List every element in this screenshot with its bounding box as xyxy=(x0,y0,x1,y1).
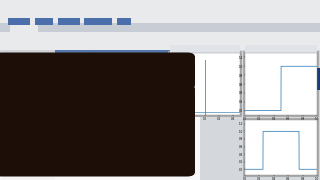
Bar xyxy=(8,18,30,25)
Bar xyxy=(130,60,131,170)
Bar xyxy=(315,68,320,90)
Bar xyxy=(0,32,320,50)
Bar xyxy=(0,0,320,25)
Bar xyxy=(243,118,319,177)
Text: Generating basic signals in MATLAB: Generating basic signals in MATLAB xyxy=(0,66,202,76)
Bar xyxy=(58,18,80,25)
Bar xyxy=(117,18,131,25)
Bar xyxy=(87,112,89,125)
Bar xyxy=(55,50,200,55)
Bar xyxy=(55,50,200,180)
Bar xyxy=(170,53,240,115)
Bar xyxy=(168,51,242,117)
Bar xyxy=(10,23,38,32)
Bar xyxy=(170,45,240,53)
Polygon shape xyxy=(78,52,108,105)
Bar xyxy=(0,23,320,32)
Polygon shape xyxy=(90,52,108,100)
Bar xyxy=(0,50,55,180)
Bar xyxy=(245,45,317,53)
Bar xyxy=(245,53,317,115)
Bar xyxy=(0,50,55,55)
Bar xyxy=(243,51,319,117)
Text: Impulse, step , signam, ramp,
rectangular pulse etc.: Impulse, step , signam, ramp, rectangula… xyxy=(25,117,167,139)
Polygon shape xyxy=(65,62,98,112)
Bar xyxy=(245,120,317,175)
Bar xyxy=(84,18,112,25)
Bar xyxy=(35,18,53,25)
